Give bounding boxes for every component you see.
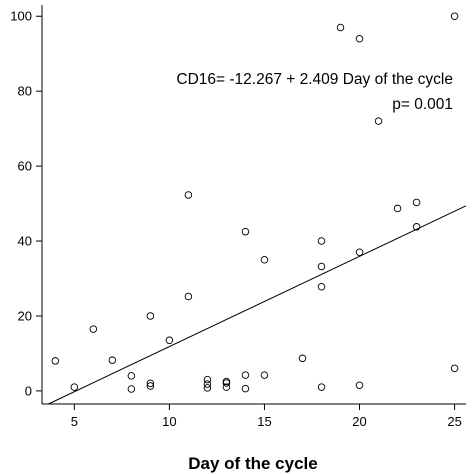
data-point: [298, 354, 307, 363]
data-point: [70, 383, 79, 391]
data-point: [127, 385, 136, 393]
data-point: [146, 312, 155, 320]
data-point: [450, 12, 459, 20]
y-tick-label: 20: [18, 308, 32, 323]
data-point: [89, 325, 98, 333]
data-point: [374, 117, 383, 125]
regression-line: [48, 205, 467, 405]
data-point: [241, 371, 250, 379]
data-point: [108, 356, 117, 364]
y-ticks: 0 20 40 60 80 100: [10, 9, 42, 398]
x-tick-label: 5: [71, 414, 78, 429]
data-points: [51, 12, 459, 393]
data-point: [317, 262, 326, 271]
pvalue-annotation: p= 0.001: [392, 96, 453, 113]
data-point: [412, 223, 421, 231]
x-tick-label: 15: [257, 414, 271, 429]
data-point: [355, 248, 364, 257]
data-point: [355, 381, 364, 390]
x-tick-label: 25: [447, 414, 461, 429]
fit-layer: [48, 205, 467, 405]
x-ticks: 5 10 15 20 25: [71, 404, 462, 429]
y-tick-label: 0: [25, 383, 32, 398]
data-point: [260, 371, 269, 379]
data-point: [184, 191, 193, 199]
data-point: [412, 198, 421, 207]
x-tick-label: 10: [162, 414, 176, 429]
data-point: [203, 380, 212, 388]
data-point: [317, 383, 326, 391]
data-point: [241, 384, 250, 393]
data-point: [184, 292, 193, 301]
data-point: [317, 282, 326, 291]
y-tick-label: 40: [18, 234, 32, 249]
data-point: [203, 384, 212, 392]
data-point: [393, 204, 402, 213]
data-point: [127, 372, 136, 380]
data-point: [146, 379, 155, 388]
data-point: [336, 23, 345, 32]
data-point: [222, 379, 231, 387]
data-point: [355, 34, 364, 43]
data-point: [51, 357, 60, 365]
data-point: [241, 227, 250, 236]
data-point: [222, 383, 231, 391]
x-axis-label: Day of the cycle: [188, 454, 317, 473]
data-point: [203, 375, 212, 384]
data-point: [165, 336, 174, 345]
data-point: [260, 256, 269, 264]
data-point: [146, 382, 155, 390]
data-point: [450, 364, 459, 373]
y-tick-label: 60: [18, 159, 32, 174]
equation-annotation: CD16= -12.267 + 2.409 Day of the cycle: [176, 71, 453, 88]
data-point: [317, 237, 326, 245]
y-tick-label: 100: [10, 9, 32, 24]
y-tick-label: 80: [18, 84, 32, 99]
x-tick-label: 20: [352, 414, 366, 429]
axes: [41, 5, 466, 405]
